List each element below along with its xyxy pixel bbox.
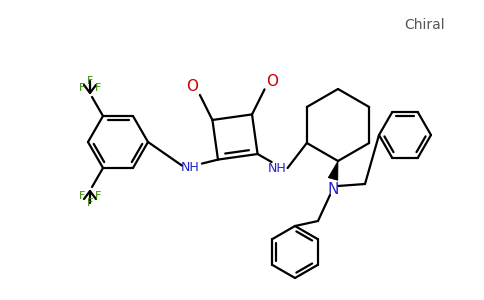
- Text: F: F: [95, 191, 101, 201]
- Text: F: F: [79, 191, 85, 201]
- Text: F: F: [87, 198, 93, 208]
- Polygon shape: [328, 161, 338, 180]
- Text: Chiral: Chiral: [405, 18, 445, 32]
- Text: O: O: [267, 74, 279, 89]
- Text: NH: NH: [268, 161, 287, 175]
- Text: N: N: [327, 182, 339, 196]
- Text: F: F: [79, 83, 85, 93]
- Text: NH: NH: [181, 161, 199, 174]
- Text: F: F: [95, 83, 101, 93]
- Text: F: F: [87, 76, 93, 86]
- Text: O: O: [186, 80, 198, 94]
